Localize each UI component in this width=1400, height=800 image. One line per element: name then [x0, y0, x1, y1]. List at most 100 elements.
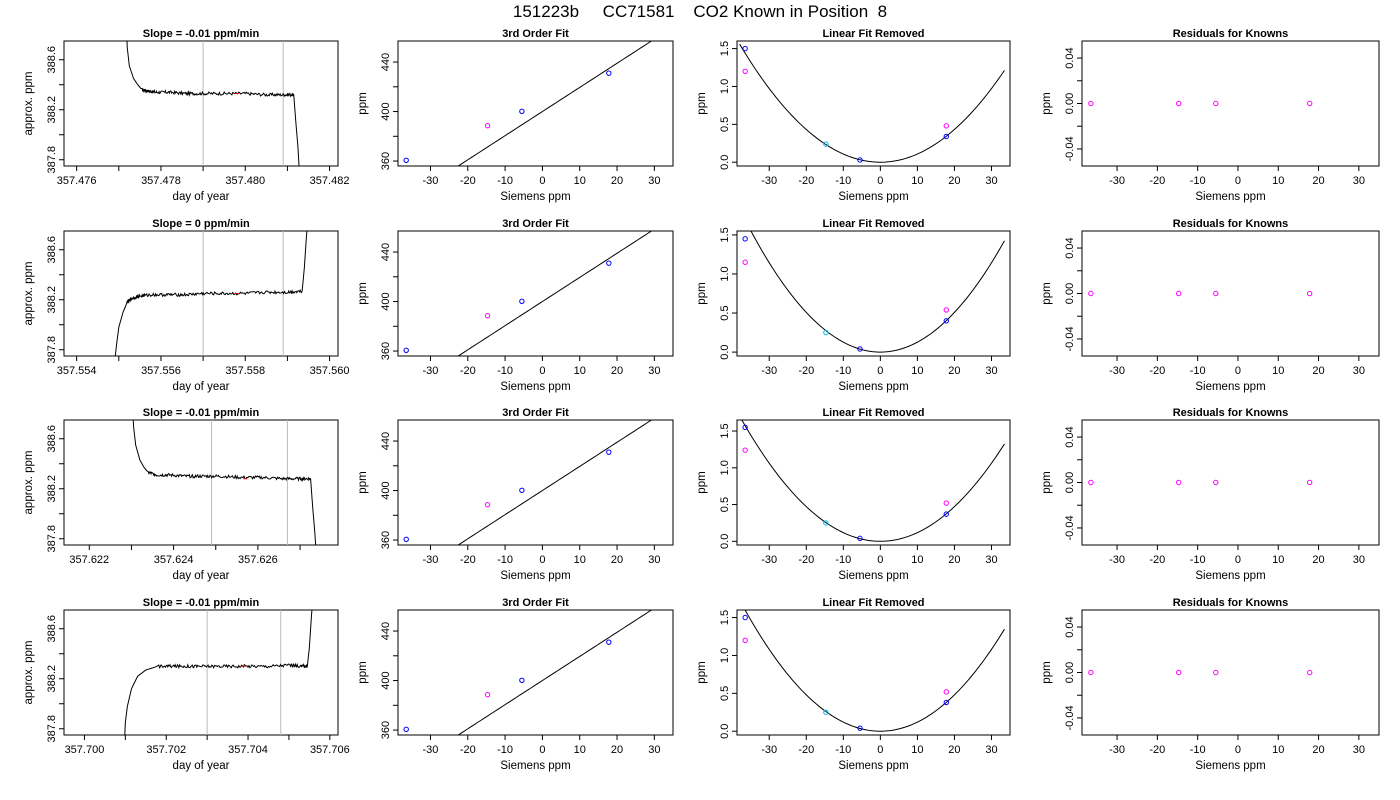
x-tick-label: 20	[948, 175, 960, 187]
x-tick-label: 30	[985, 365, 997, 377]
data-point	[1176, 479, 1182, 486]
y-tick-label: 360	[380, 152, 392, 170]
panel-r3-c3: Linear Fit Removed -30 -20 -10 0 10 20 30 0.0 0.5…	[696, 407, 1011, 582]
x-tick-label: -10	[1190, 744, 1206, 756]
x-axis-label: Siemens ppm	[1195, 191, 1265, 203]
panel-title: Linear Fit Removed	[822, 218, 924, 230]
y-tick-label: 0.0	[719, 534, 731, 549]
y-tick-label: 440	[380, 432, 392, 450]
x-tick-label: 357.476	[57, 175, 97, 187]
x-tick-label: 10	[574, 554, 586, 566]
panel-r1-c2: 3rd Order Fit -30 -20 -10 0 10 20 30 360 400 440 Si…	[357, 28, 674, 203]
plot-frame	[736, 609, 1011, 736]
panel-r3-c2: 3rd Order Fit -30 -20 -10 0 10 20 30 360 400 440 Si…	[357, 407, 674, 582]
y-tick-label: 388.2	[46, 286, 58, 314]
x-tick-label: -20	[460, 744, 476, 756]
data-point	[742, 614, 748, 621]
x-tick-label: 20	[1312, 744, 1324, 756]
data-point	[1213, 479, 1219, 486]
data-point	[403, 157, 409, 164]
y-tick-label: 388.6	[46, 46, 58, 74]
x-tick-label: 357.706	[310, 744, 350, 756]
plot-frame	[63, 230, 339, 357]
x-axis-label: day of year	[173, 760, 230, 772]
data-point	[606, 70, 612, 76]
x-tick-label: -30	[1109, 554, 1125, 566]
x-tick-label: 10	[1272, 365, 1284, 377]
y-tick-label: 440	[380, 622, 392, 640]
data-point	[742, 447, 748, 453]
data-point	[823, 709, 829, 715]
x-tick-label: -20	[798, 365, 814, 377]
x-axis-label: day of year	[173, 381, 230, 393]
data-point	[1306, 290, 1313, 297]
x-tick-label: -10	[1190, 175, 1206, 187]
x-tick-label: 0	[877, 744, 883, 756]
data-point	[823, 141, 829, 147]
y-tick-label: 1.5	[719, 227, 731, 242]
y-tick-label: 0.04	[1064, 426, 1076, 447]
y-axis-label: ppm	[1041, 471, 1053, 493]
panel-title: 3rd Order Fit	[502, 28, 569, 40]
x-tick-label: 30	[1353, 175, 1365, 187]
x-tick-label: 357.558	[225, 365, 265, 377]
y-tick-label: 440	[380, 53, 392, 71]
panel-r3-c1: Slope = -0.01 ppm/min 357.622 357.624 357.6…	[23, 407, 339, 582]
data-point	[484, 312, 491, 319]
data-point	[857, 157, 863, 163]
data-point	[519, 677, 525, 683]
y-tick-label: 360	[380, 721, 392, 739]
plot-frame	[1081, 40, 1380, 167]
data-point	[1088, 290, 1094, 297]
y-axis-label: approx. ppm	[23, 641, 35, 705]
fit-curve	[457, 420, 653, 545]
plot-frame	[397, 40, 674, 167]
x-tick-label: 10	[911, 175, 923, 187]
panel-r2-c2: 3rd Order Fit -30 -20 -10 0 10 20 30 360 400 440 Si…	[357, 218, 674, 393]
x-tick-label: -30	[423, 365, 439, 377]
data-point	[943, 133, 949, 140]
x-tick-label: 30	[648, 365, 660, 377]
y-axis-label: ppm	[357, 471, 369, 493]
data-point	[519, 108, 525, 114]
x-tick-label: 20	[1312, 554, 1324, 566]
x-tick-label: 357.704	[228, 744, 268, 756]
data-point	[484, 122, 491, 129]
x-tick-label: -30	[761, 554, 777, 566]
x-tick-label: 357.478	[141, 175, 181, 187]
x-tick-label: 0	[539, 365, 545, 377]
figure-title: 151223b CC71581 CO2 Known in Position 8	[512, 2, 888, 21]
x-tick-label: -20	[1149, 175, 1165, 187]
panel-r2-c3: Linear Fit Removed -30 -20 -10 0 10 20 30 0.0 0.5…	[696, 218, 1011, 393]
data-point	[1176, 669, 1182, 676]
y-tick-label: 388.6	[46, 425, 58, 453]
data-point	[857, 725, 863, 731]
data-point	[823, 520, 829, 526]
fit-curve	[744, 610, 1005, 732]
x-tick-label: -30	[1109, 365, 1125, 377]
panel-title: Linear Fit Removed	[822, 407, 924, 419]
y-axis-label: approx. ppm	[23, 262, 35, 326]
x-tick-label: 357.626	[238, 554, 278, 566]
x-tick-label: -30	[423, 175, 439, 187]
panel-title: Linear Fit Removed	[822, 28, 924, 40]
y-tick-label: 440	[380, 243, 392, 261]
fit-curve	[741, 420, 1005, 542]
x-tick-label: -20	[1149, 554, 1165, 566]
y-tick-label: 1.0	[719, 79, 731, 94]
panel-title: Slope = -0.01 ppm/min	[143, 597, 260, 609]
panel-title: Residuals for Knowns	[1173, 28, 1289, 40]
data-point	[519, 487, 525, 493]
data-point	[1306, 669, 1313, 676]
panel-r4-c4: Residuals for Knowns -30 -20 -10 0 10 20 30 -0.0…	[1041, 597, 1380, 772]
plot-frame	[63, 419, 339, 546]
x-tick-label: 20	[1312, 175, 1324, 187]
x-axis-label: Siemens ppm	[838, 191, 908, 203]
x-tick-label: -20	[1149, 365, 1165, 377]
y-axis-label: ppm	[696, 471, 708, 493]
y-tick-label: 388.2	[46, 96, 58, 124]
x-tick-label: 30	[1353, 365, 1365, 377]
y-tick-label: 0.0	[719, 344, 731, 359]
plot-frame	[1081, 419, 1380, 546]
y-tick-label: 400	[380, 292, 392, 310]
